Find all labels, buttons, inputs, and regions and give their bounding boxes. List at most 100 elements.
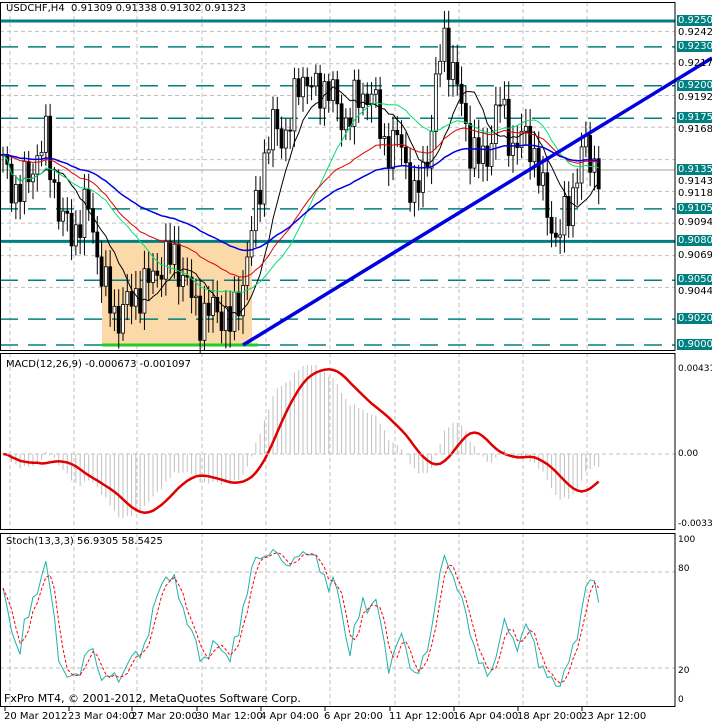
bear-candle [553, 232, 558, 238]
bull-candle [172, 243, 177, 265]
bear-candle [288, 129, 293, 132]
bear-candle [335, 79, 340, 105]
panel-border [0, 353, 676, 530]
time-tick-label: 16 Apr 04:00 [453, 711, 519, 722]
bear-candle [549, 216, 554, 234]
bull-candle [523, 125, 528, 132]
bear-candle [48, 115, 53, 181]
bull-candle [163, 241, 168, 280]
macd-signal-line [2, 367, 600, 514]
bear-candle [91, 208, 95, 233]
bull-candle [73, 224, 78, 247]
bear-candle [463, 102, 468, 124]
bull-candle [382, 136, 387, 139]
bear-candle [395, 130, 400, 136]
bull-candle [313, 72, 318, 87]
bull-candle [361, 93, 365, 108]
bull-candle [558, 234, 563, 238]
time-tick-label: 4 Apr 04:00 [260, 711, 319, 722]
bull-candle [125, 291, 130, 305]
bear-candle [326, 81, 331, 101]
bull-candle [421, 161, 425, 193]
bull-candle [442, 27, 447, 62]
bull-candle [39, 151, 44, 157]
bull-candle [249, 230, 254, 258]
bear-candle [318, 72, 323, 109]
bull-candle [532, 147, 537, 163]
bull-candle [489, 143, 494, 167]
bear-candle [99, 256, 104, 287]
bull-candle [502, 98, 507, 106]
bear-candle [155, 270, 160, 276]
bull-candle [301, 76, 305, 98]
bull-candle [22, 160, 27, 202]
bear-candle [296, 78, 301, 98]
bull-candle [82, 188, 87, 238]
bear-candle [339, 103, 344, 131]
bear-candle [65, 210, 70, 214]
bull-candle [13, 184, 18, 204]
trendline [242, 56, 712, 347]
ma-red-line [2, 127, 599, 278]
bear-candle [378, 89, 383, 139]
bull-candle [571, 187, 575, 227]
bull-candle [373, 89, 378, 95]
bear-candle [446, 27, 451, 80]
bear-candle [588, 135, 593, 173]
bear-candle [365, 93, 370, 106]
bull-candle [103, 266, 108, 287]
bull-candle [391, 130, 395, 169]
bear-candle [215, 296, 220, 313]
bear-candle [86, 188, 91, 210]
time-tick-label: 18 Apr 20:00 [517, 711, 583, 722]
bull-candle [61, 210, 65, 222]
time-tick-label: 27 Mar 20:00 [131, 711, 198, 722]
time-tick-label: 23 Apr 12:00 [581, 711, 647, 722]
bull-candle [519, 130, 524, 148]
bear-candle [189, 276, 194, 298]
bear-candle [566, 196, 571, 227]
chart-header: USDCHF,H4 0.91309 0.91338 0.91302 0.9132… [6, 3, 246, 14]
bear-candle [56, 181, 61, 222]
bull-candle [292, 78, 297, 132]
bull-candle [43, 115, 48, 153]
bear-candle [9, 163, 14, 204]
ohlc-label: 0.91309 0.91338 0.91302 0.91323 [71, 3, 246, 14]
bull-candle [283, 129, 288, 149]
bull-candle [481, 145, 485, 164]
bear-candle [78, 224, 83, 238]
bear-candle [459, 83, 464, 104]
bear-candle [399, 134, 404, 148]
bull-candle [562, 196, 567, 236]
bull-candle [592, 158, 597, 173]
bear-candle [206, 302, 211, 316]
ma-green-line [2, 101, 599, 293]
bull-candle [541, 172, 545, 186]
bull-candle [579, 146, 584, 184]
bear-candle [159, 274, 164, 280]
bear-candle [168, 241, 173, 265]
stoch-signal-line [2, 552, 600, 684]
macd-tick-label: 0.00 [678, 449, 699, 459]
bull-candle [181, 274, 185, 287]
price-tick-label: 0.91185 [678, 188, 712, 199]
bear-candle [219, 311, 224, 331]
panel-border [0, 533, 676, 707]
time-tick-label: 11 Apr 12:00 [389, 711, 455, 722]
bear-candle [408, 162, 413, 203]
bear-candle [468, 123, 473, 169]
bear-candle [356, 79, 361, 108]
bear-candle [455, 61, 460, 85]
bear-candle [305, 76, 310, 87]
bull-candle [223, 306, 228, 331]
bear-candle [176, 243, 181, 287]
bull-candle [352, 79, 357, 127]
bull-candle [262, 152, 267, 205]
